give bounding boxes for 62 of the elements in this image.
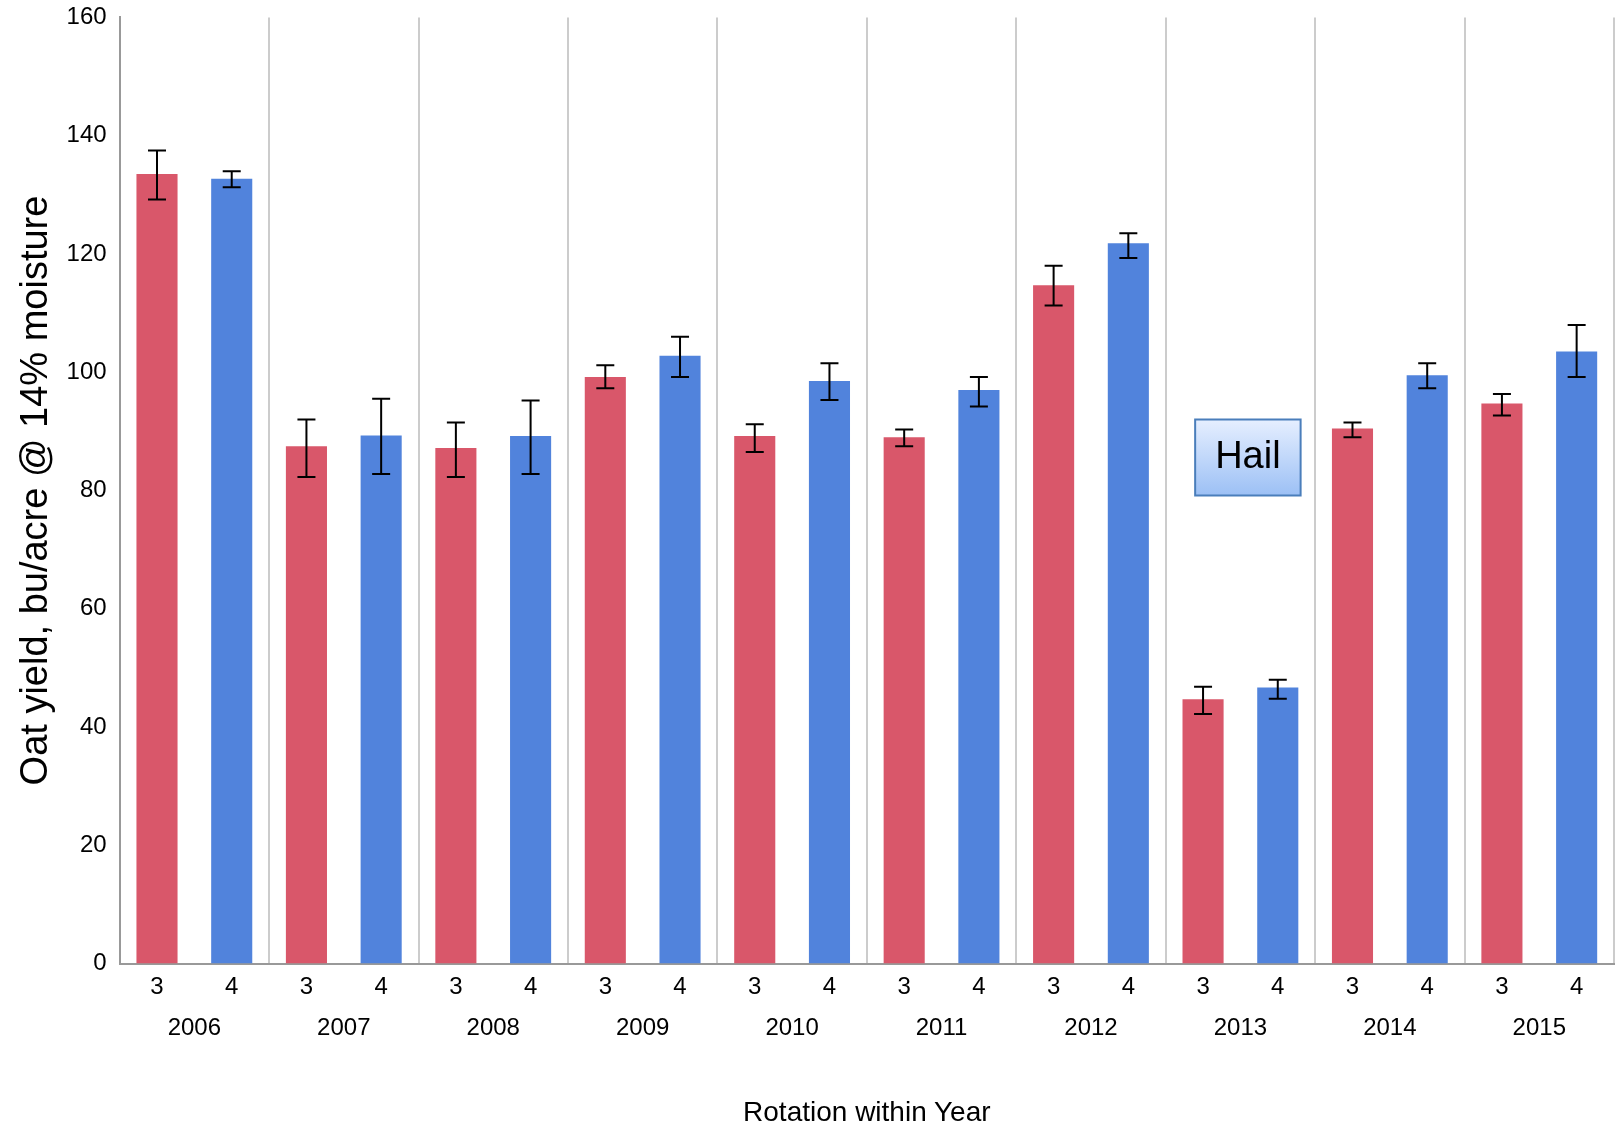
x-tick-label: 2007 [317,1012,371,1040]
annotation: Hail [1215,433,1281,476]
text: 4 [1121,972,1136,1000]
series-label: 4 [225,972,239,1000]
text: 4 [822,972,837,1000]
bar [1107,243,1149,964]
text: 3 [449,972,463,1000]
text: 3 [748,972,762,1000]
bar [1033,285,1075,964]
x-tick-label: 2009 [615,1012,670,1040]
y-tick-label: 140 [66,120,107,148]
text: 4 [1420,972,1434,1000]
bar [510,436,552,964]
text: 3 [1495,972,1509,1000]
bar [1182,699,1224,964]
x-tick-label: 2011 [915,1012,968,1040]
text: 3 [1046,972,1061,1000]
bar [360,435,402,964]
text: 3 [598,972,612,1000]
series-label: 3 [150,972,164,1000]
y-tick-label: 60 [79,593,107,621]
bar [211,178,253,964]
text: 3 [1196,972,1210,1000]
bar [1331,428,1374,964]
y-tick-label: 40 [79,711,107,739]
bar [958,389,1000,964]
y-tick-label: 20 [79,829,107,857]
x-tick-label: 2014 [1363,1012,1417,1040]
bar [1556,351,1598,964]
text: 3 [1345,972,1360,1000]
y-axis-title: Oat yield, bu/acre @ 14% moisture [13,195,56,786]
text: 4 [523,972,538,1000]
y-tick-label: 160 [66,2,107,30]
y-tick-label: 0 [93,948,107,976]
text: 4 [1569,972,1584,1000]
bar [584,376,626,964]
x-tick-label: 2006 [167,1012,222,1040]
bar [659,355,701,964]
text: 3 [897,972,911,1000]
text: 4 [972,972,986,1000]
bar [808,381,851,964]
x-tick-label: 2010 [765,1012,819,1040]
y-tick-label: 80 [79,475,107,503]
y-tick-label: 120 [66,238,107,266]
text: 3 [299,972,314,1000]
text: 4 [1271,972,1285,1000]
bar [734,436,776,964]
bar [136,174,178,964]
bar [883,437,925,964]
bar [1406,375,1448,964]
x-tick-label: 2015 [1512,1012,1566,1040]
x-axis-title: Rotation within Year [743,1095,991,1127]
bar [285,446,327,964]
text: 4 [673,972,687,1000]
y-tick-label: 100 [66,356,107,384]
x-tick-label: 2012 [1064,1012,1118,1040]
bar [1481,403,1523,964]
text: 4 [374,972,388,1000]
x-tick-label: 2013 [1213,1012,1268,1040]
x-tick-label: 2008 [466,1012,520,1040]
bar [1257,687,1299,964]
bar [435,447,477,964]
